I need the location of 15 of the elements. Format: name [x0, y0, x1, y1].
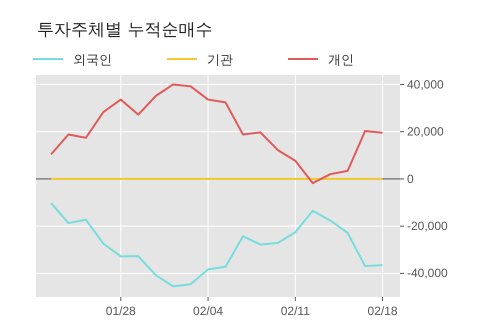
- y-tick-label: 20,000: [407, 124, 444, 139]
- y-tick-label: -20,000: [407, 218, 448, 233]
- line-series: [50, 83, 384, 184]
- x-tick-label: 01/28: [106, 304, 136, 318]
- x-tick-label: 02/11: [280, 304, 310, 318]
- legend-label: 외국인: [73, 53, 112, 68]
- y-tick-label: -40,000: [407, 266, 448, 280]
- line-series: [50, 202, 384, 288]
- x-tick-label: 02/04: [193, 304, 224, 318]
- legend-label: 개인: [328, 53, 354, 68]
- y-tick-label: 0: [407, 172, 414, 186]
- y-tick-label: 40,000: [407, 77, 444, 92]
- legend-label: 기관: [207, 53, 233, 68]
- x-tick-label: 02/18: [368, 304, 398, 318]
- chart-title: 투자주체별 누적순매수: [37, 20, 212, 40]
